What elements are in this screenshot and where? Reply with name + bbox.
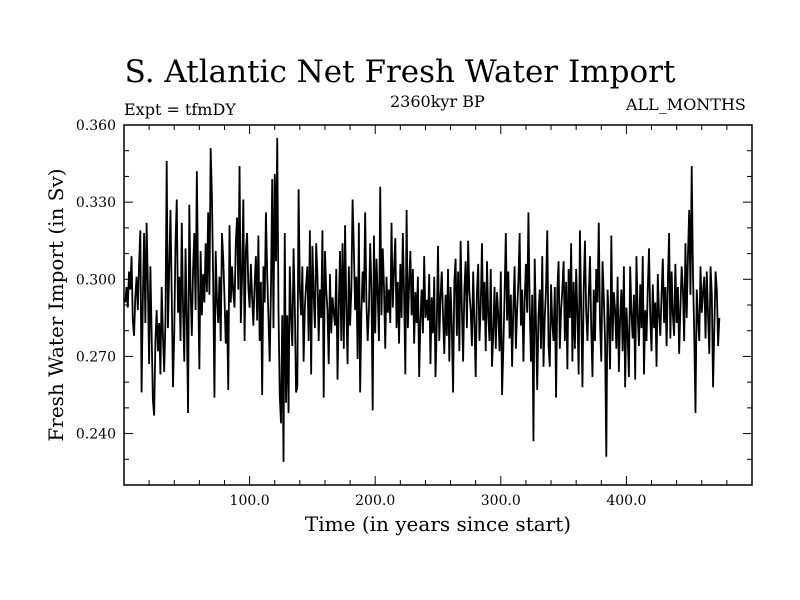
data-series-line xyxy=(124,137,721,462)
x-axis-label: Time (in years since start) xyxy=(305,512,571,536)
y-tick-label: 0.270 xyxy=(76,349,116,365)
x-tick-label: 100.0 xyxy=(230,493,270,509)
tick-group: 100.0 200.0 300.0 400.0 0.240 0.270 0.300 0.330… xyxy=(76,118,752,509)
experiment-label: Expt = tfmDY xyxy=(124,100,236,119)
y-tick-label: 0.240 xyxy=(76,427,116,443)
chart-title: S. Atlantic Net Fresh Water Import xyxy=(124,54,676,90)
time-period-label: 2360kyr BP xyxy=(390,92,485,111)
y-tick-label: 0.360 xyxy=(76,118,116,134)
y-tick-label: 0.330 xyxy=(76,195,116,211)
y-tick-label: 0.300 xyxy=(76,272,116,288)
plot-frame xyxy=(123,124,753,486)
x-tick-label: 300.0 xyxy=(481,493,521,509)
x-tick-label: 200.0 xyxy=(355,493,395,509)
y-axis-label: Fresh Water Import (in Sv) xyxy=(44,168,68,441)
x-tick-label: 400.0 xyxy=(606,493,646,509)
months-label: ALL_MONTHS xyxy=(626,95,746,114)
